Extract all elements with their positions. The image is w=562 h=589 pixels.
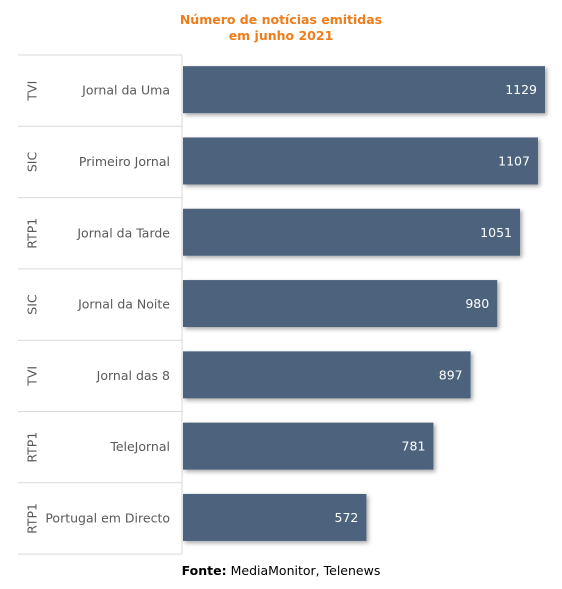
chart-title-line2: em junho 2021 bbox=[228, 28, 334, 43]
chart-title-line1: Número de notícias emitidas bbox=[179, 12, 383, 27]
bar-6 bbox=[183, 422, 434, 470]
value-label: 1051 bbox=[480, 225, 512, 240]
value-label: 897 bbox=[439, 367, 463, 382]
source-label: Fonte: bbox=[181, 563, 227, 578]
source-text: MediaMonitor, Telenews bbox=[230, 563, 381, 578]
bar-7 bbox=[183, 493, 367, 541]
category-label: Portugal em Directo bbox=[45, 510, 170, 525]
category-label: Jornal da Noite bbox=[77, 297, 170, 312]
group-label: RTP1 bbox=[25, 218, 40, 249]
chart-title: Número de notícias emitidas em junho 202… bbox=[0, 12, 562, 44]
bar-4 bbox=[183, 280, 498, 328]
bar-5 bbox=[183, 351, 471, 399]
value-label: 1129 bbox=[505, 82, 537, 97]
value-label: 781 bbox=[402, 439, 426, 454]
bar-3 bbox=[183, 208, 520, 256]
value-label: 1107 bbox=[498, 153, 530, 168]
bar-1 bbox=[183, 66, 545, 114]
group-label: TVI bbox=[25, 81, 40, 102]
group-label: SIC bbox=[25, 152, 40, 173]
source-note: Fonte: MediaMonitor, Telenews bbox=[0, 563, 562, 578]
category-label: Jornal da Tarde bbox=[76, 225, 170, 240]
group-label: TVI bbox=[25, 366, 40, 387]
value-label: 572 bbox=[335, 510, 359, 525]
group-label: RTP1 bbox=[25, 432, 40, 463]
bar-chart: 1129 Jornal da Uma TVI 1107 Primeiro Jornal S… bbox=[18, 54, 545, 555]
group-label: RTP1 bbox=[25, 503, 40, 534]
category-label: Jornal da Uma bbox=[81, 83, 170, 98]
category-label: TeleJornal bbox=[109, 439, 170, 454]
bar-2 bbox=[183, 137, 538, 185]
value-label: 980 bbox=[465, 296, 489, 311]
group-label: SIC bbox=[25, 294, 40, 315]
category-label: Primeiro Jornal bbox=[79, 154, 170, 169]
category-label: Jornal das 8 bbox=[96, 368, 170, 383]
